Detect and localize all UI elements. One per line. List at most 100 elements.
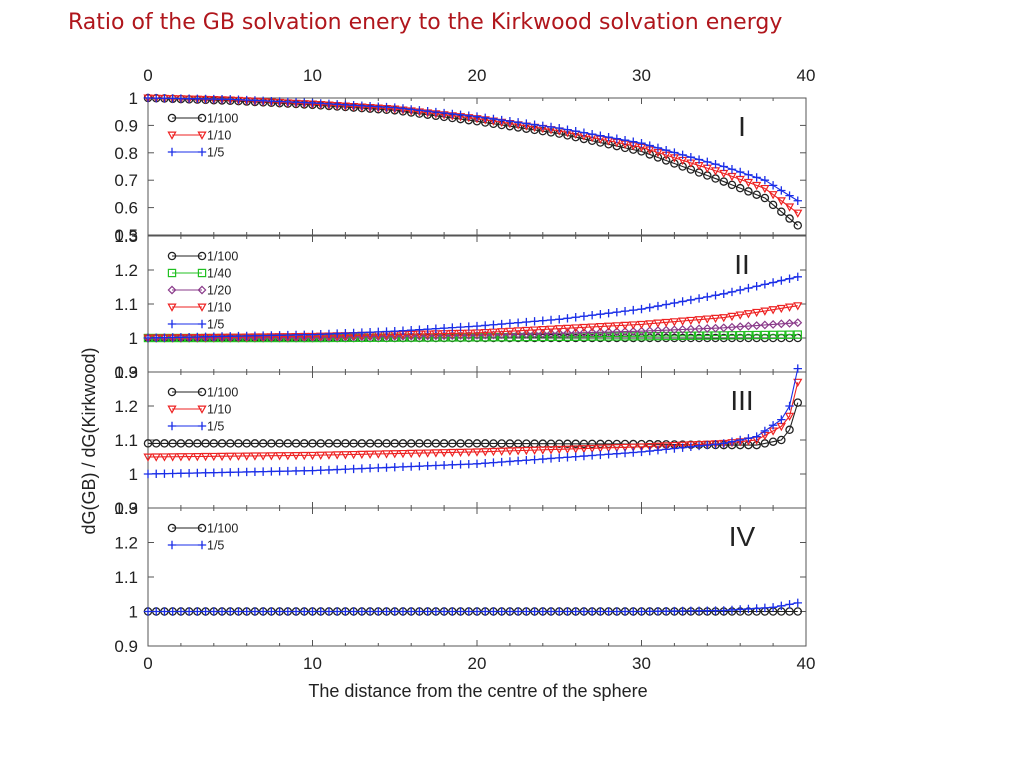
data-point [777,601,786,611]
data-point [546,122,556,132]
data-point [670,159,679,168]
data-point [530,120,539,129]
data-point [505,117,515,126]
data-point [563,328,572,338]
data-point [381,450,392,459]
data-point [382,439,391,448]
data-point [390,327,399,336]
data-point [497,332,506,342]
data-point [637,139,646,148]
legend-marker [197,387,207,397]
data-point [481,459,490,468]
data-point [497,607,506,616]
data-point [176,607,186,616]
data-point [522,607,531,616]
data-point [365,450,375,459]
data-point [324,99,334,109]
data-point [275,331,284,340]
data-point [176,94,186,103]
data-point [349,450,359,460]
data-point [620,332,630,341]
data-point [193,439,202,448]
y-axis-label: dG(GB) / dG(Kirkwood) [79,347,99,534]
data-point [193,94,202,104]
panel-i: 0.5 0.6 0.7 0.8 0.9 1 1/100 1/10 1/5 I [114,89,807,245]
data-point [604,132,613,142]
data-point [727,605,737,615]
data-point [637,332,646,341]
data-point [727,437,737,446]
x-axis-label: The distance from the centre of the sphe… [308,681,647,701]
legend-marker [167,319,177,329]
data-point [168,469,177,478]
data-point [472,321,482,331]
panel-frame [147,507,807,647]
data-point [694,606,704,615]
y-tick-label: 1.3 [114,499,138,518]
data-point [423,439,432,448]
legend-marker [197,421,207,431]
data-point [670,444,679,453]
data-point [274,452,285,461]
data-point [398,449,408,459]
y-tick-label: 1.2 [114,534,138,553]
data-point [324,465,334,475]
data-point [201,607,210,616]
data-point [744,604,753,614]
data-point [456,607,465,616]
data-point [637,447,646,457]
data-point [513,447,523,456]
data-point [406,331,416,341]
data-point [612,307,622,317]
data-point [752,321,762,330]
data-point [538,326,548,335]
data-point [735,322,745,332]
data-point [661,300,671,309]
data-point [168,439,177,448]
data-point [242,607,251,616]
data-point [143,93,153,103]
data-point [497,328,507,337]
data-point [464,330,474,340]
data-point [727,165,737,174]
data-point [382,607,391,616]
data-point [365,607,375,616]
data-point [612,327,622,337]
data-point [686,324,696,334]
data-point [703,292,712,302]
data-point [686,441,696,450]
data-point [521,446,531,456]
data-point [719,289,728,298]
data-point [357,439,367,448]
data-point [793,378,803,388]
data-point [448,109,457,119]
y-tick-label: 0.9 [114,363,138,382]
data-point [579,328,589,338]
data-point [464,333,473,342]
legend-marker [197,303,207,312]
data-point [168,333,177,342]
data-point [439,449,449,458]
data-point [423,107,432,116]
series-1-10 [143,302,803,343]
data-point [784,412,795,422]
data-point [357,450,367,460]
data-point [645,320,655,329]
data-point [439,439,449,448]
data-point [226,607,235,616]
y-tick-label: 0.5 [114,226,138,245]
data-point [645,332,654,341]
data-point [637,607,646,616]
data-point [275,607,284,616]
data-point [703,440,712,450]
data-point [653,153,663,162]
data-point [250,96,260,105]
data-point [736,167,745,177]
data-point [390,439,399,448]
data-point [620,607,630,616]
data-point [431,461,441,470]
data-point [291,451,301,461]
data-point [489,330,498,340]
data-point [702,315,712,324]
data-point [143,453,153,462]
